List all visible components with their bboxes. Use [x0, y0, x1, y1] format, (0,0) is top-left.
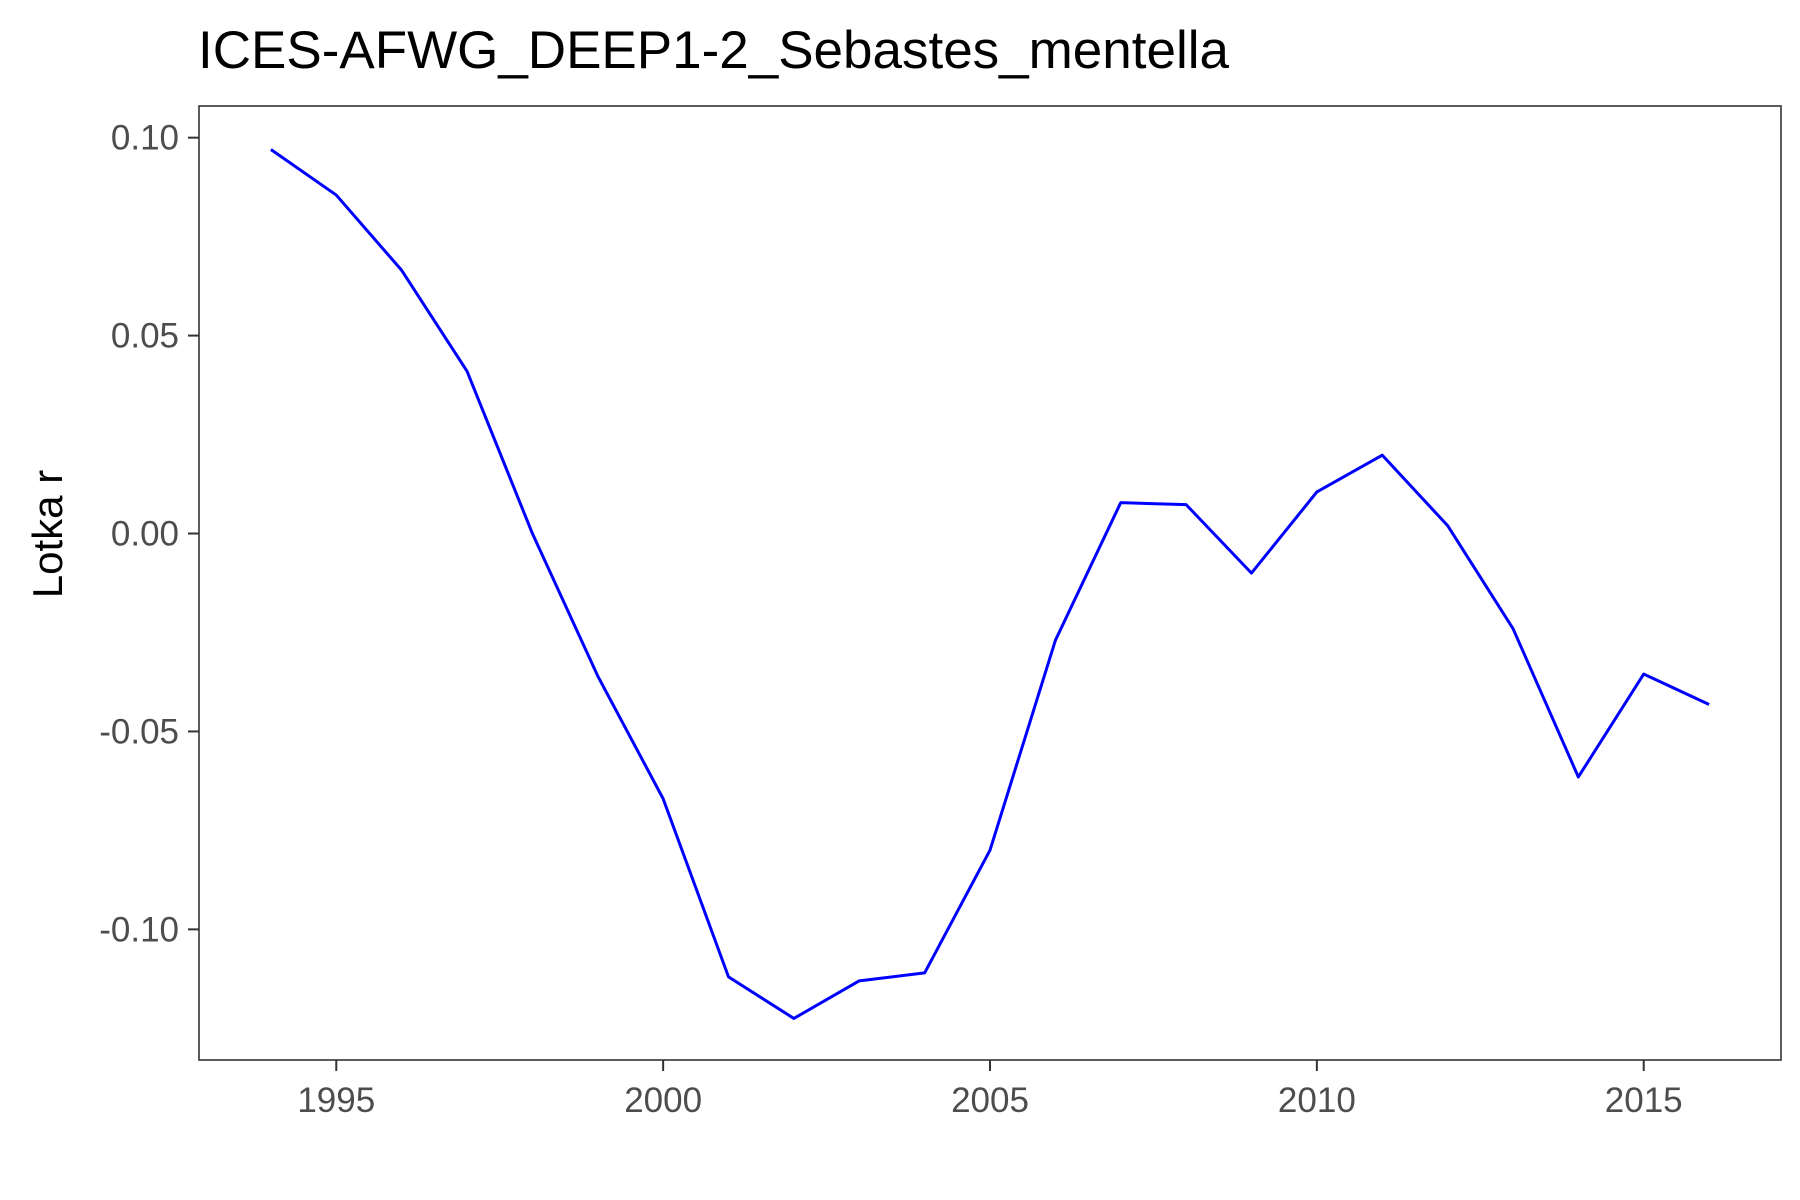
series-line [270, 148, 1710, 1020]
x-tick-label: 2010 [1278, 1081, 1356, 1120]
panel-border [198, 105, 1782, 1061]
x-tick-label: 2000 [624, 1081, 702, 1120]
y-tick-label: 0.10 [111, 119, 179, 158]
x-tick-label: 2015 [1605, 1081, 1683, 1120]
y-tick-label: 0.05 [111, 317, 179, 356]
y-tick-label: -0.05 [99, 712, 179, 751]
axes: 1995 2000 2005 2010 2015 -0.10 -0.05 0.00 0.05 0.… [99, 105, 1782, 1120]
x-tick-label: 2005 [951, 1081, 1029, 1120]
y-tick-label: -0.10 [99, 910, 179, 949]
plot-area [270, 148, 1710, 1020]
y-axis-title: Lotka r [24, 470, 71, 598]
x-tick-label: 1995 [297, 1081, 375, 1120]
y-tick-label: 0.00 [111, 515, 179, 554]
chart-title: ICES-AFWG_DEEP1-2_Sebastes_mentella [198, 21, 1230, 80]
